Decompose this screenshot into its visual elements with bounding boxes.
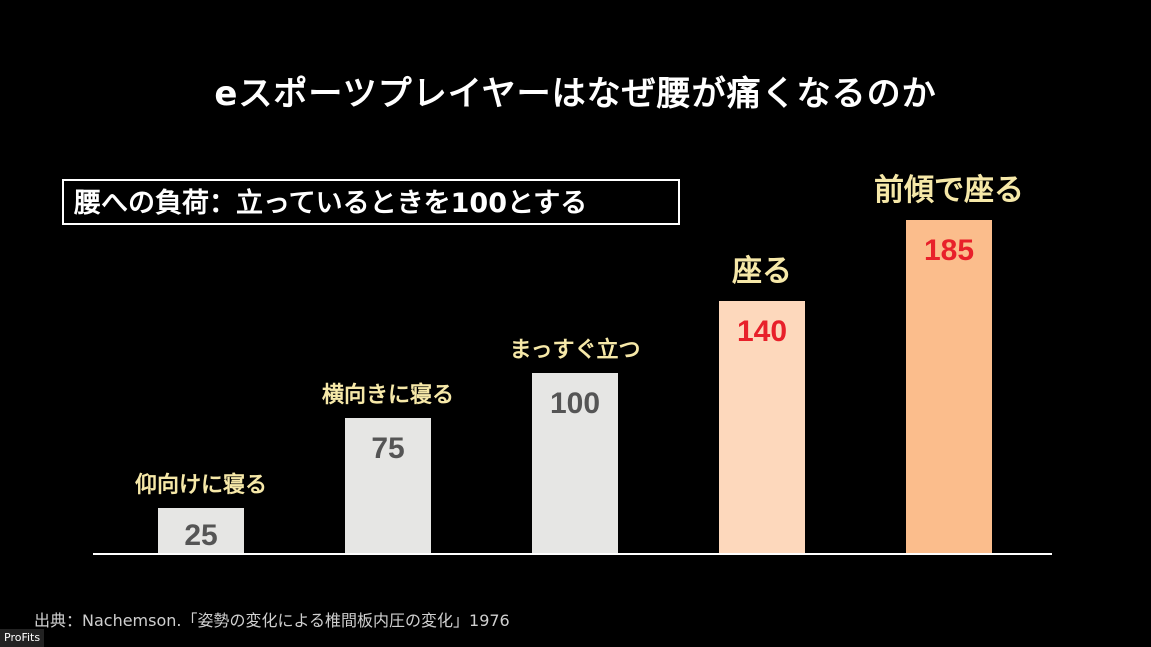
category-label: 座る xyxy=(732,254,792,289)
brand-watermark: ProFits xyxy=(0,629,45,647)
chart-title: eスポーツプレイヤーはなぜ腰が痛くなるのか xyxy=(214,74,937,114)
bar-value-label: 100 xyxy=(550,387,600,420)
category-label: 横向きに寝る xyxy=(322,382,454,408)
bar-3 xyxy=(719,301,805,553)
bar-value-label: 75 xyxy=(371,432,404,465)
category-label: 仰向けに寝る xyxy=(135,472,267,498)
bar-value-label: 185 xyxy=(924,234,974,267)
bar-value-label: 25 xyxy=(184,519,217,552)
chart-subtitle-box: 腰への負荷：立っているときを100とする xyxy=(62,179,680,225)
bar-1 xyxy=(345,418,431,553)
category-label: 前傾で座る xyxy=(874,173,1024,208)
bar-0 xyxy=(158,508,244,553)
bar-2 xyxy=(532,373,618,553)
bar-4 xyxy=(906,220,992,553)
bar-value-label: 140 xyxy=(737,315,787,348)
source-citation: 出典：Nachemson.「姿勢の変化による椎間板内圧の変化」1976 xyxy=(34,611,510,630)
category-label: まっすぐ立つ xyxy=(509,337,640,363)
